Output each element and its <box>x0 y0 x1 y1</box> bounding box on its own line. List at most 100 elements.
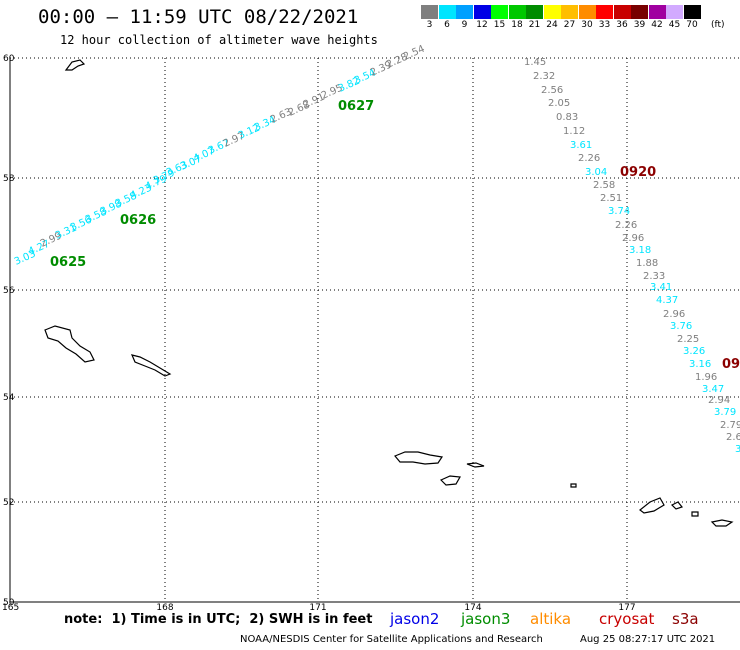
landmass-outline <box>130 354 172 377</box>
wave-height-label: 4.37 <box>656 295 678 306</box>
wave-height-label: 2.26 <box>615 220 637 231</box>
legend-swatch <box>613 5 631 19</box>
track-time-label: 09 <box>722 357 740 372</box>
lat-tick-label: 52 <box>3 498 14 508</box>
lon-tick-label: 177 <box>618 603 635 613</box>
wave-height-label: 2.58 <box>593 180 615 191</box>
legend-swatch <box>473 5 491 19</box>
legend-swatch <box>578 5 596 19</box>
legend-label: 18 <box>511 20 523 30</box>
track-time-label: 0627 <box>338 99 374 114</box>
wave-height-label: 3. <box>735 444 740 455</box>
wave-height-label: 1.45 <box>524 57 546 68</box>
legend-label: 6 <box>444 20 450 30</box>
legend-label: 39 <box>633 20 646 30</box>
legend-swatch <box>456 5 473 19</box>
wave-height-label: 3.18 <box>629 245 651 256</box>
satellite-jason3: jason3 <box>461 610 511 628</box>
legend-swatch <box>561 5 578 19</box>
legend-swatch <box>508 5 526 19</box>
legend-swatch <box>543 5 561 19</box>
wave-height-label: 2.05 <box>548 98 570 109</box>
lon-tick-label: 165 <box>2 603 19 613</box>
footer-note: note: 1) Time is in UTC; 2) SWH is in fe… <box>64 612 373 627</box>
wave-height-label: 2.6 <box>726 432 740 443</box>
landmass-outline <box>466 462 485 468</box>
landmass-outline <box>64 59 86 71</box>
satellite-altika: altika <box>530 610 572 628</box>
legend-swatch <box>491 5 508 19</box>
track-time-label: 0920 <box>620 165 656 180</box>
wave-height-label: 2.56 <box>541 85 563 96</box>
landmass-outline <box>44 325 95 363</box>
legend-label: 36 <box>616 20 628 30</box>
page-subtitle: 12 hour collection of altimeter wave hei… <box>60 33 378 47</box>
legend-unit: (ft) <box>711 20 725 30</box>
legend-swatch <box>526 5 543 19</box>
legend-label: 27 <box>563 20 576 30</box>
legend-label: 30 <box>581 20 593 30</box>
legend-label: 45 <box>668 20 681 30</box>
lat-tick-label: 58 <box>3 174 15 184</box>
wave-height-label: 0.83 <box>556 112 578 123</box>
wave-height-label: 2.26 <box>578 153 600 164</box>
legend-swatch <box>666 5 683 19</box>
wave-height-labels: 3.034.272.993.313.563.583.983.584.234.79… <box>13 44 740 455</box>
wave-height-label: 2.96 <box>663 309 685 320</box>
lon-tick-label: 171 <box>309 603 326 613</box>
legend-label: 9 <box>461 20 468 30</box>
landmass-outline <box>639 497 665 514</box>
landmass-outline <box>439 475 461 486</box>
legend-swatch <box>438 5 456 19</box>
wave-height-label: 3.76 <box>670 321 692 332</box>
landmass-outlines <box>44 59 734 527</box>
landmass-outline <box>394 451 444 465</box>
wave-height-label: 3.79 <box>714 407 736 418</box>
wave-height-label: 3.16 <box>689 359 711 370</box>
track-time-label: 0626 <box>120 213 156 228</box>
legend-label: 70 <box>686 20 698 30</box>
wave-height-label: 3.61 <box>570 140 592 151</box>
lat-tick-label: 60 <box>3 54 15 64</box>
track-time-label: 0625 <box>50 255 86 270</box>
wave-height-label: 1.12 <box>563 126 585 137</box>
landmass-outline <box>691 511 699 517</box>
wave-height-label: 2.51 <box>600 193 622 204</box>
landmass-outline <box>710 519 734 527</box>
lat-tick-label: 50 <box>3 598 15 608</box>
wave-height-label: 2.25 <box>677 334 699 345</box>
wave-height-label: 3.47 <box>702 384 724 395</box>
lon-tick-label: 174 <box>464 603 481 613</box>
wave-height-label: 2.79 <box>720 420 740 431</box>
lat-tick-label: 54 <box>3 393 15 403</box>
landmass-outline <box>570 483 577 488</box>
lon-tick-label: 168 <box>156 603 173 613</box>
satellite-jason2: jason2 <box>390 610 440 628</box>
satellite-s3a: s3a <box>672 610 699 628</box>
generated-timestamp: Aug 25 08:27:17 UTC 2021 <box>580 634 716 645</box>
legend-swatch <box>683 5 701 19</box>
wave-height-label: 3.26 <box>683 346 705 357</box>
legend-label: 21 <box>528 20 541 30</box>
lat-tick-label: 56 <box>3 286 15 296</box>
legend-label: 12 <box>476 20 488 30</box>
landmass-outline <box>670 501 684 510</box>
legend-label: 33 <box>598 20 611 30</box>
legend-swatch <box>421 5 438 19</box>
credit-line: NOAA/NESDIS Center for Satellite Applica… <box>240 634 543 645</box>
wave-height-label: 2.96 <box>622 233 644 244</box>
legend-label: 24 <box>546 20 558 30</box>
legend-swatch <box>596 5 613 19</box>
satellite-cryosat: cryosat <box>599 610 655 628</box>
legend-label: 42 <box>651 20 663 30</box>
legend-label: 15 <box>493 20 506 30</box>
legend-swatch <box>648 5 666 19</box>
wave-height-label: 1.88 <box>636 258 658 269</box>
legend-swatch <box>631 5 648 19</box>
page-title: 00:00 – 11:59 UTC 08/22/2021 <box>38 6 359 28</box>
wave-height-label: 3.41 <box>650 282 672 293</box>
wave-height-label: 2.94 <box>708 395 730 406</box>
wave-height-label: 2.32 <box>533 71 555 82</box>
wave-height-label: 3.74 <box>608 206 630 217</box>
